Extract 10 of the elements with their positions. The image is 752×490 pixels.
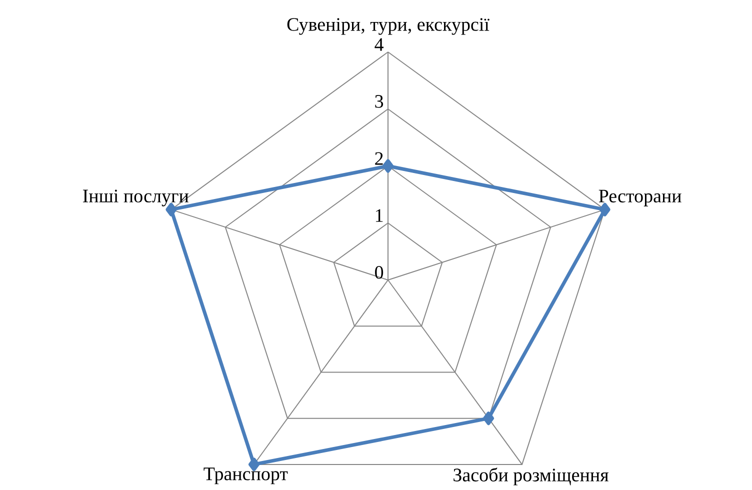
- spoke-label: Транспорт: [204, 468, 288, 484]
- y-tick-label: 1: [376, 209, 383, 222]
- y-tick-label: 3: [375, 95, 384, 108]
- y-tick-label: 4: [374, 38, 384, 51]
- y-tick-label: 0: [375, 266, 384, 279]
- spoke-label: Засоби розміщення: [454, 468, 608, 486]
- spoke-label: Інші послуги: [82, 190, 189, 206]
- y-tick-label: 2: [375, 152, 383, 165]
- spoke-label: Ресторани: [598, 190, 682, 206]
- spoke-label: Сувеніри, тури, екскурсії: [287, 18, 490, 35]
